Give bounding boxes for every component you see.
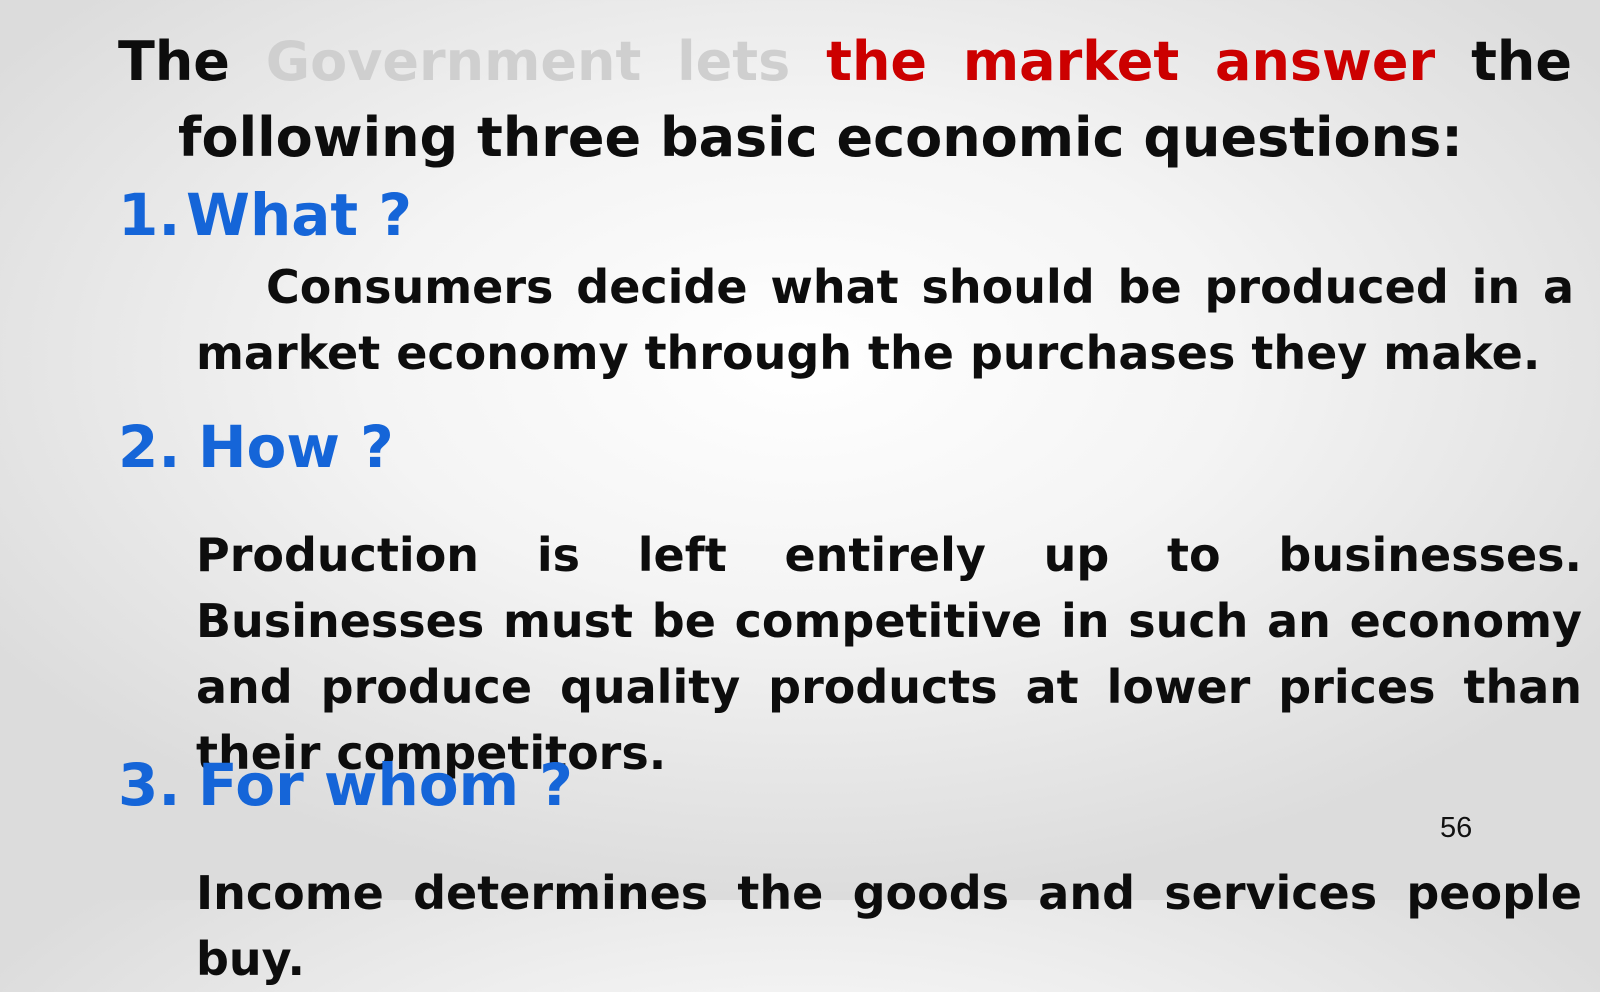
question-number: 2. [118, 413, 181, 481]
question-number: 3. [118, 751, 181, 819]
intro-line-2: following three basic economic questions… [178, 106, 1463, 169]
question-title: For whom ? [198, 751, 573, 819]
slide: The Government lets the market answer th… [118, 24, 1582, 986]
question-heading-how: 2. How ? [118, 412, 394, 482]
intro-highlight-phrase: the market answer [826, 30, 1436, 93]
answer-paragraph-for-whom: Income determines the goods and services… [196, 866, 1582, 986]
question-heading-what: 1.What ? [118, 180, 412, 250]
question-heading-for-whom: 3. For whom ? [118, 750, 573, 820]
page-number: 56 [1440, 812, 1473, 844]
intro-word-government: Government [265, 30, 642, 93]
intro-word-lets: lets [677, 30, 791, 93]
intro-word-the-end: the [1471, 30, 1572, 93]
answer-paragraph-how: Production is left entirely up to busine… [196, 528, 1582, 780]
question-title: What ? [186, 181, 412, 249]
answer-paragraph-what: Consumers decide what should be produced… [196, 260, 1574, 380]
question-title: How ? [198, 413, 394, 481]
question-number: 1. [118, 181, 181, 249]
intro-line-1: The Government lets the market answer th… [118, 24, 1572, 100]
intro-word-the: The [118, 30, 230, 93]
